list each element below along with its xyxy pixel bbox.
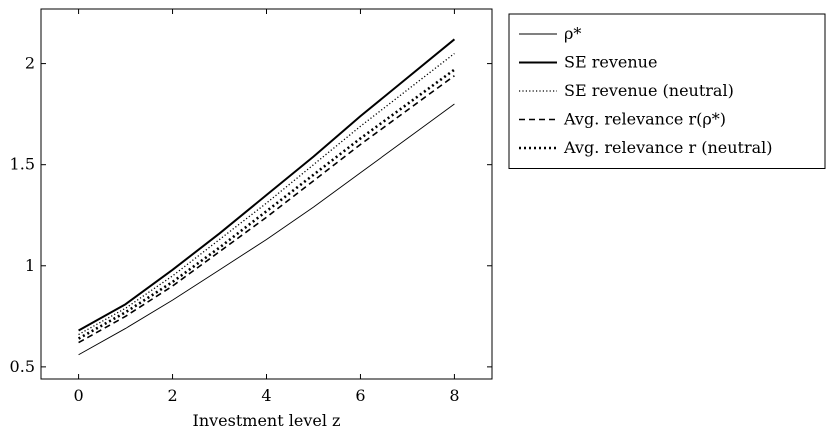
series-line-1	[78, 103, 455, 356]
plot-area	[77, 38, 456, 356]
x-tick-label: 4	[261, 386, 271, 405]
x-tick-label: 2	[167, 386, 177, 405]
legend-label-2: SE revenue	[564, 53, 657, 72]
y-tick-label: 0.5	[10, 357, 35, 376]
legend-label-4: Avg. relevance r(ρ*)	[563, 110, 726, 129]
y-tick-label: 1.5	[10, 155, 35, 174]
x-axis-title: Investment level z	[193, 411, 341, 430]
y-tick-label: 1	[25, 256, 35, 275]
legend: ρ* SE revenue SE revenue (neutral) Avg. rel…	[508, 13, 826, 169]
series-line-4	[78, 75, 455, 344]
axes: 0 2 4 6 8 0.5 1 1.5 2 Investment level z	[10, 8, 493, 430]
legend-label-5: Avg. relevance r (neutral)	[563, 138, 773, 157]
series-line-2	[78, 38, 456, 332]
x-tick-label: 6	[355, 386, 365, 405]
x-tick-label: 0	[73, 386, 83, 405]
series-line-5	[77, 68, 456, 340]
y-tick-label: 2	[25, 54, 35, 73]
x-tick-label: 8	[449, 386, 459, 405]
legend-label-1: ρ*	[564, 24, 581, 43]
legend-box	[508, 13, 826, 169]
legend-label-3: SE revenue (neutral)	[564, 81, 734, 100]
